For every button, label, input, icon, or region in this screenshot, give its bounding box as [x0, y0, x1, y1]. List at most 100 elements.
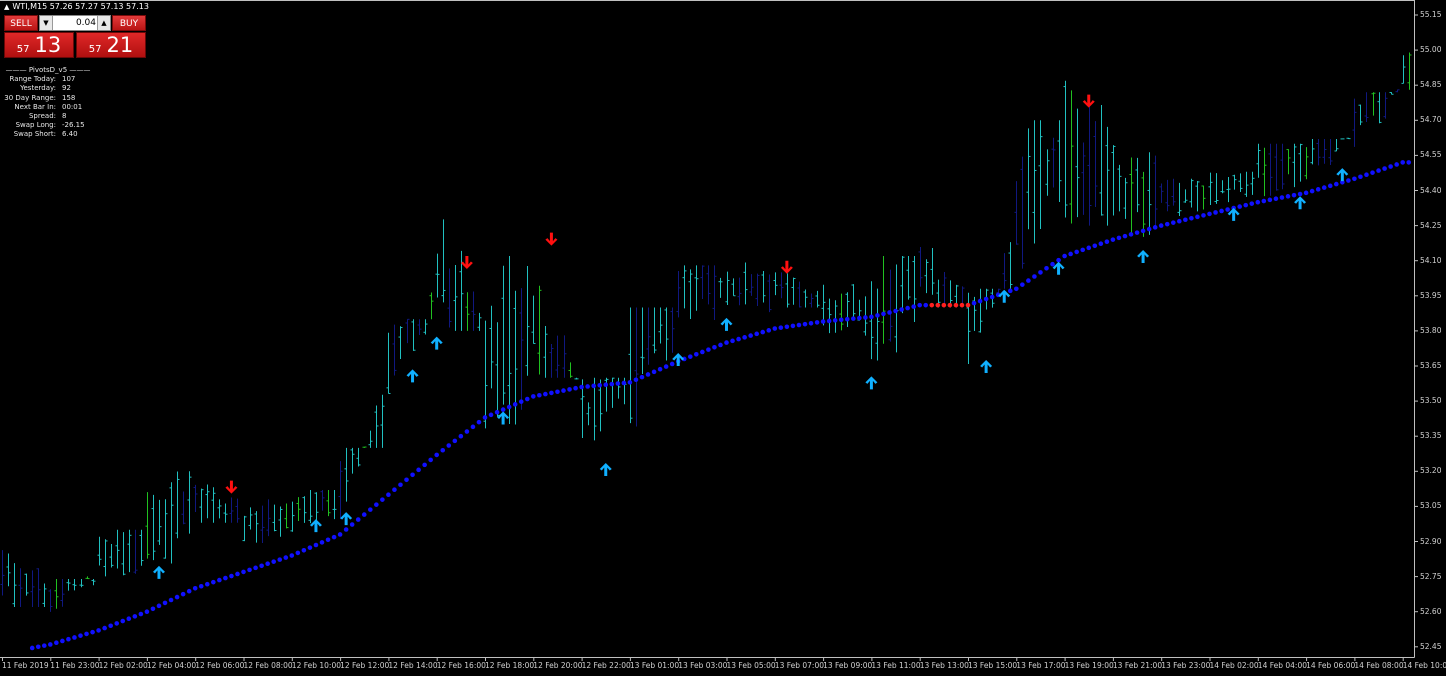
pivot-row: Next Bar In: 00:01	[4, 103, 92, 112]
arrow-down-icon	[780, 260, 793, 274]
arrow-down-icon	[460, 256, 473, 270]
trend-dot	[144, 609, 150, 614]
trend-dot	[1032, 274, 1037, 279]
trend-dot	[573, 385, 578, 391]
trend-dot	[531, 394, 536, 399]
price-tick-label: 53.35	[1420, 431, 1442, 441]
price-bar	[924, 259, 929, 294]
trend-dot	[953, 302, 959, 308]
price-bar	[1316, 139, 1321, 166]
price-bar	[676, 271, 681, 318]
buy-button[interactable]: BUY	[112, 15, 146, 31]
price-bar	[6, 553, 11, 587]
trend-dot	[887, 310, 892, 315]
trend-dot	[778, 325, 784, 330]
trend-dot	[977, 298, 983, 304]
price-bar	[1389, 92, 1394, 95]
sell-price-button[interactable]: 57 13	[4, 32, 74, 58]
price-bar	[290, 501, 295, 532]
price-bar	[906, 256, 911, 300]
trend-dot	[1219, 208, 1224, 214]
time-tick-label: 13 Feb 15:00	[968, 661, 1018, 670]
trend-dot	[724, 340, 729, 345]
pivot-value: 00:01	[62, 102, 83, 111]
price-bar	[423, 319, 428, 335]
time-tick-label: 12 Feb 20:00	[533, 661, 583, 670]
price-bar	[1069, 90, 1074, 224]
time-tick-label: 12 Feb 10:00	[291, 661, 342, 670]
trend-dot	[899, 307, 904, 312]
lot-size-input[interactable]	[53, 16, 99, 30]
trend-dot	[29, 645, 35, 651]
price-bar	[664, 307, 669, 361]
trend-dot	[639, 374, 645, 380]
price-bar	[586, 402, 591, 426]
trend-dot	[518, 399, 524, 404]
trend-dot	[869, 314, 874, 320]
arrow-up-icon	[430, 336, 443, 350]
price-bar	[175, 471, 180, 539]
price-bar	[700, 265, 705, 299]
price-bar	[1026, 128, 1031, 230]
trend-dot	[1237, 204, 1242, 209]
time-tick-label: 13 Feb 03:00	[678, 661, 728, 670]
price-tick-label: 52.75	[1420, 571, 1442, 581]
price-bar	[199, 488, 204, 523]
trend-dot	[168, 597, 174, 603]
trend-dot	[669, 361, 675, 367]
increase-lot-button[interactable]: ▲	[97, 16, 110, 30]
buy-price-button[interactable]: 57 21	[76, 32, 146, 58]
trend-dot	[229, 573, 234, 579]
trend-dot	[917, 302, 922, 308]
price-bar	[1105, 126, 1110, 226]
trend-dot	[1225, 207, 1230, 212]
price-bar	[326, 490, 331, 517]
trend-dot	[579, 384, 584, 390]
trend-dot	[84, 631, 89, 637]
arrow-up-icon	[998, 289, 1011, 303]
trend-dot	[301, 547, 307, 553]
price-bar	[1377, 92, 1382, 124]
trend-dot	[881, 311, 886, 317]
price-tick-label: 53.65	[1420, 361, 1442, 370]
trend-dot	[820, 319, 826, 324]
trend-dot	[971, 300, 977, 306]
price-bar	[821, 284, 826, 326]
price-bar	[1232, 174, 1237, 190]
trend-dot	[700, 349, 705, 355]
trend-dot	[1249, 201, 1255, 206]
price-bar	[1371, 92, 1376, 116]
price-bar	[568, 362, 573, 378]
trend-dot	[1297, 191, 1303, 197]
price-bar	[936, 279, 941, 308]
trend-dot	[694, 352, 699, 357]
price-bar	[1147, 152, 1152, 235]
trend-dot	[712, 344, 717, 350]
arrow-up-icon	[406, 369, 419, 383]
trend-dot	[476, 419, 482, 425]
time-tick-label: 14 Feb 04:00	[1257, 661, 1308, 670]
price-bar	[803, 289, 808, 308]
price-bar	[1038, 120, 1043, 230]
pivot-label: Spread:	[28, 112, 56, 121]
price-bar	[1189, 178, 1194, 208]
trend-dot	[1370, 170, 1375, 175]
arrow-up-icon	[309, 519, 322, 533]
price-bar	[97, 536, 102, 566]
price-bar	[634, 307, 639, 427]
price-bar	[1214, 173, 1219, 204]
trend-dot	[241, 569, 246, 575]
trend-dot	[983, 296, 989, 302]
trend-dot	[754, 331, 759, 337]
price-bar	[217, 499, 222, 519]
triangle-icon[interactable]: ▲	[4, 3, 10, 11]
pivot-label: Yesterday:	[20, 84, 56, 93]
price-bar	[121, 532, 126, 576]
trend-dot	[126, 616, 132, 622]
trend-dot	[361, 512, 367, 517]
price-bar	[773, 272, 778, 296]
decrease-lot-button[interactable]: ▼	[40, 16, 53, 30]
price-bar	[386, 332, 391, 394]
sell-button[interactable]: SELL	[4, 15, 38, 31]
